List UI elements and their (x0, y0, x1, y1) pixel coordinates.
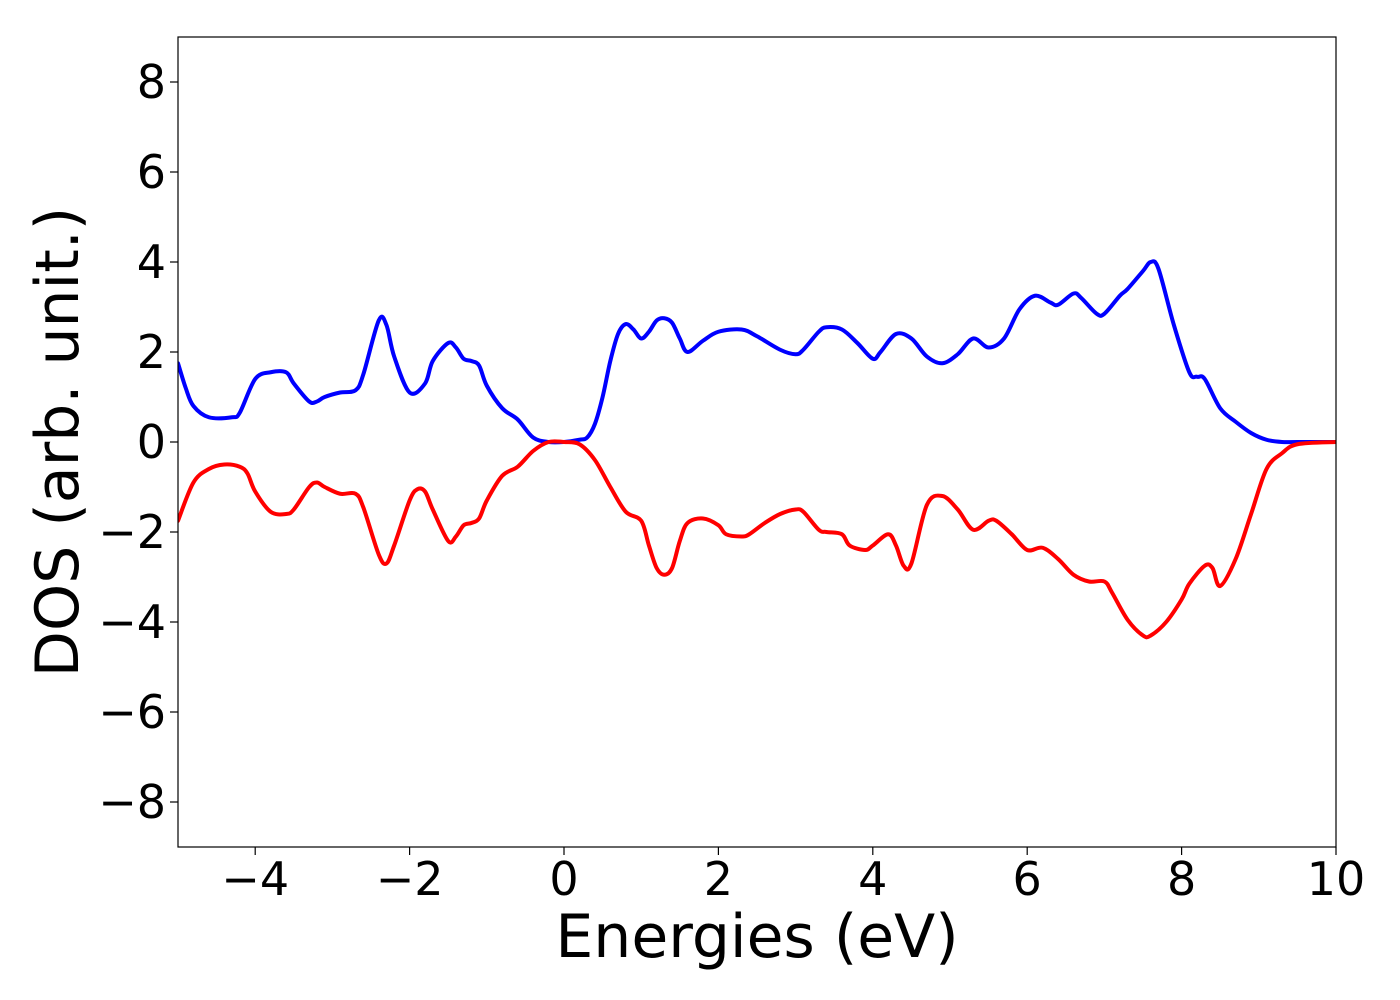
x-tick-label: −2 (376, 852, 444, 906)
y-tick-label: −6 (98, 685, 166, 739)
y-tick-label: 0 (137, 415, 166, 469)
y-axis-title: DOS (arb. unit.) (23, 207, 93, 677)
y-tick-label: 4 (137, 235, 166, 289)
x-axis-title: Energies (eV) (555, 902, 958, 972)
x-tick-label: 10 (1307, 852, 1366, 906)
ticks-layer (170, 81, 1337, 855)
x-tick-label: 6 (1013, 852, 1042, 906)
x-tick-label: 4 (858, 852, 887, 906)
x-tick-label: 8 (1167, 852, 1196, 906)
y-tick-label: 2 (137, 325, 166, 379)
y-tick-label: 8 (137, 55, 166, 109)
x-tick-label: −4 (221, 852, 289, 906)
y-tick-label: −4 (98, 595, 166, 649)
y-tick-label: 6 (137, 145, 166, 199)
series-layer (178, 259, 1336, 640)
x-tick-label: 0 (549, 852, 578, 906)
series-line-red (178, 439, 1336, 640)
series-line-blue (178, 259, 1336, 445)
plot-frame (177, 36, 1337, 848)
y-tick-label: −8 (98, 775, 166, 829)
tick-labels-layer: −4 −2 0 2 4 6 8 10 8 6 4 2 0 −2 −4 −6 −8 (98, 55, 1365, 906)
y-tick-label: −2 (98, 505, 166, 559)
x-tick-label: 2 (704, 852, 733, 906)
